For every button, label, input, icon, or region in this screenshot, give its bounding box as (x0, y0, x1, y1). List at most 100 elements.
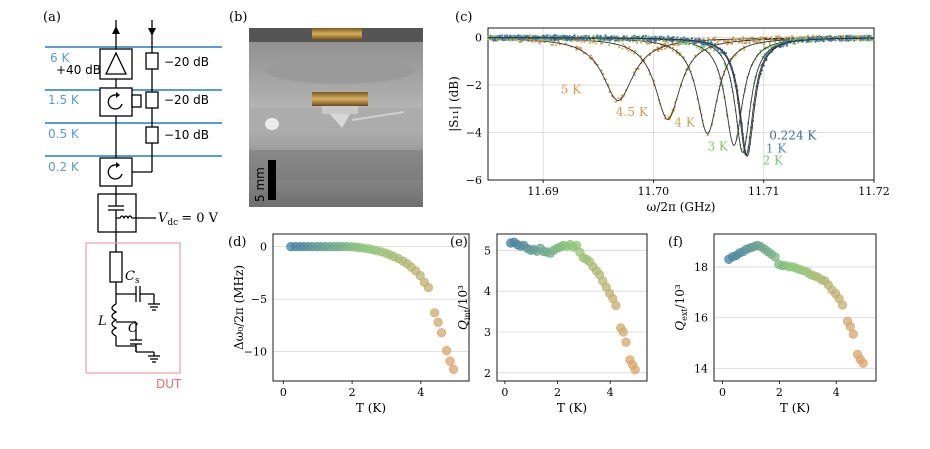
data-point (605, 39, 608, 42)
data-point (658, 39, 661, 41)
data-point (820, 39, 823, 42)
data-point (640, 41, 643, 44)
x-tick-label: 11.70 (638, 185, 670, 198)
data-point (656, 46, 659, 49)
data-point (577, 38, 580, 41)
data-point (848, 329, 858, 339)
data-point (527, 39, 530, 42)
data-point (806, 40, 809, 43)
data-point (648, 42, 651, 45)
data-point (854, 35, 857, 38)
stage-lines (45, 46, 222, 157)
plot-frame (713, 233, 877, 382)
data-point (492, 34, 495, 37)
data-point (767, 37, 769, 40)
data-point (801, 40, 804, 43)
data-point (868, 34, 871, 37)
data-point (866, 38, 869, 41)
data-point (786, 44, 788, 47)
data-point (838, 38, 841, 41)
data-point (763, 43, 766, 46)
panel-a: (a) 6 K 1.5 K 0.5 K 0.2 K (43, 10, 222, 391)
data-point (727, 39, 730, 42)
data-point (702, 37, 705, 40)
data-point (849, 38, 852, 41)
data-point (692, 42, 695, 45)
data-point (844, 39, 847, 42)
data-point (706, 133, 709, 136)
attenuator-label-1: −20 dB (164, 55, 209, 69)
data-point (599, 35, 602, 37)
data-point (684, 42, 686, 45)
data-point (560, 35, 563, 38)
data-point (575, 48, 578, 51)
data-point (698, 47, 701, 50)
data-point (621, 337, 631, 347)
series-label: 0.224 K (769, 129, 817, 143)
data-point (636, 35, 639, 38)
y-tick-label: −4 (466, 127, 482, 140)
data-point (604, 34, 607, 37)
data-point (761, 36, 764, 39)
y-tick-label: 16 (694, 312, 708, 325)
data-point (778, 35, 780, 38)
c-label: C (128, 321, 138, 336)
data-point (791, 35, 794, 38)
data-point (742, 45, 745, 48)
data-point (554, 34, 557, 37)
data-point (682, 41, 685, 43)
cs-label: Cs (125, 269, 140, 286)
data-point (433, 317, 443, 327)
data-point (611, 300, 621, 311)
data-point (835, 35, 838, 38)
data-point (829, 35, 832, 38)
data-point (624, 38, 627, 41)
amplifier-triangle-icon (104, 51, 128, 75)
fit-line (488, 37, 874, 120)
x-tick-label: 2 (776, 386, 783, 399)
series-4-5-K (488, 34, 874, 121)
data-point (660, 35, 663, 38)
data-point (804, 36, 807, 39)
data-point (555, 44, 557, 47)
series-0-224-K (488, 34, 874, 157)
panel-f-chart: (f) 14 16 18 0 2 4 T (K) Qext/10³ (668, 233, 877, 415)
data-point (811, 37, 814, 39)
data-point (784, 37, 787, 40)
series-label: 4 K (674, 116, 695, 130)
data-point (605, 35, 608, 38)
data-point (520, 37, 523, 40)
data-point (691, 37, 694, 40)
data-point (763, 39, 766, 42)
data-point (592, 41, 595, 44)
data-point (626, 48, 629, 51)
series-label: 1 K (766, 142, 787, 156)
y-axis-title-rest: /10³ (673, 284, 687, 308)
x-tick-label: 11.72 (858, 185, 890, 198)
data-point (551, 43, 554, 46)
data-point (686, 37, 689, 40)
data-point (743, 48, 746, 51)
data-point (546, 34, 549, 37)
y-tick-label: −6 (466, 174, 482, 187)
data-point (521, 35, 524, 38)
data-point (537, 35, 539, 38)
data-point (741, 42, 744, 45)
data-point (796, 38, 799, 41)
series-label: 5 K (561, 82, 582, 96)
data-point (786, 36, 789, 39)
stage-label-0-5k: 0.5 K (48, 127, 80, 141)
data-point (487, 35, 490, 38)
data-point (564, 42, 567, 45)
y-tick-label: 5 (484, 244, 491, 257)
data-point (589, 41, 592, 44)
attenuator-1 (145, 52, 159, 70)
data-point (753, 41, 756, 43)
data-point (601, 42, 604, 45)
data-point (596, 34, 599, 37)
data-point (743, 37, 746, 40)
data-point (415, 270, 425, 281)
data-point (436, 328, 447, 338)
data-point (448, 364, 459, 375)
